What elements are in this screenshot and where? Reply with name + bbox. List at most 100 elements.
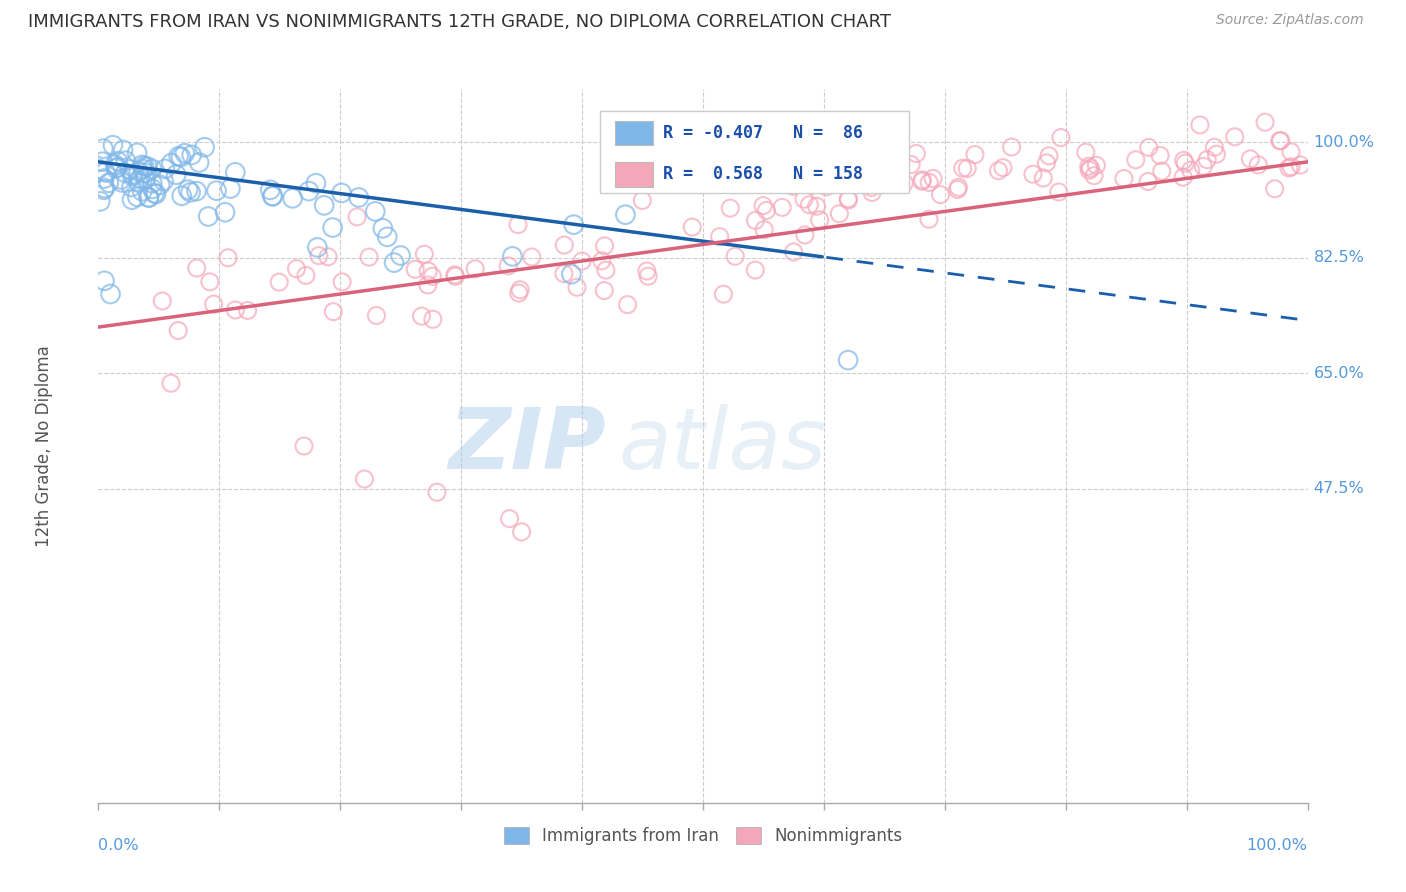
Point xyxy=(121,180,143,194)
Point xyxy=(593,284,616,298)
Point xyxy=(422,269,444,284)
Point xyxy=(1080,161,1102,176)
Point xyxy=(837,192,859,206)
Point xyxy=(316,250,339,264)
Point xyxy=(411,309,433,323)
Point xyxy=(382,255,405,269)
Point xyxy=(346,210,368,224)
Point xyxy=(305,176,328,190)
Point xyxy=(295,268,318,283)
Point xyxy=(298,184,321,198)
FancyBboxPatch shape xyxy=(600,111,908,193)
Point xyxy=(911,173,934,187)
Point xyxy=(952,161,974,176)
Point xyxy=(837,353,859,368)
Point xyxy=(1270,134,1292,148)
Point xyxy=(593,284,616,298)
Point xyxy=(787,174,810,188)
Point xyxy=(111,175,134,189)
Point xyxy=(138,190,160,204)
Point xyxy=(152,174,174,188)
Point xyxy=(152,174,174,188)
Point xyxy=(93,181,115,195)
Point xyxy=(782,179,804,194)
Point xyxy=(330,275,353,289)
Point xyxy=(1205,147,1227,161)
Point xyxy=(202,297,225,311)
Point xyxy=(1171,170,1194,185)
Point xyxy=(1197,153,1219,167)
Point xyxy=(131,158,153,172)
Point xyxy=(107,154,129,169)
Bar xyxy=(614,120,654,145)
Point xyxy=(97,176,120,190)
Point xyxy=(859,167,882,181)
Point xyxy=(307,240,329,254)
Point xyxy=(194,140,217,154)
Point xyxy=(91,154,114,169)
Point xyxy=(165,168,187,182)
Point xyxy=(1038,149,1060,163)
Point xyxy=(121,193,143,207)
Point xyxy=(281,191,304,205)
Point xyxy=(112,143,135,157)
Point xyxy=(948,180,970,194)
Point xyxy=(1264,182,1286,196)
Point xyxy=(509,283,531,297)
Point xyxy=(1279,160,1302,174)
Point xyxy=(793,150,815,164)
Point xyxy=(138,190,160,204)
Point xyxy=(322,220,344,235)
Point xyxy=(508,286,530,301)
Point xyxy=(963,147,986,161)
Point xyxy=(170,150,193,164)
Point xyxy=(852,146,875,161)
Point xyxy=(860,186,883,200)
Point xyxy=(893,176,915,190)
Point xyxy=(121,193,143,207)
Point xyxy=(1174,156,1197,170)
Point xyxy=(763,171,786,186)
Point xyxy=(553,238,575,252)
Point xyxy=(1078,163,1101,178)
Point xyxy=(595,263,617,277)
Point xyxy=(1137,175,1160,189)
Point xyxy=(911,173,934,187)
Point xyxy=(799,198,821,212)
Point xyxy=(1197,153,1219,167)
Point xyxy=(118,162,141,177)
Point xyxy=(314,198,336,212)
Point xyxy=(718,201,741,215)
Point xyxy=(1188,118,1211,132)
Point xyxy=(800,178,823,193)
Point xyxy=(93,183,115,197)
Point xyxy=(778,178,800,192)
Point xyxy=(170,188,193,202)
Point xyxy=(186,184,208,198)
Point xyxy=(186,260,208,275)
Point xyxy=(1264,182,1286,196)
Point xyxy=(754,222,776,236)
Point xyxy=(1239,152,1261,166)
Point xyxy=(744,213,766,227)
Point xyxy=(167,324,190,338)
Point xyxy=(110,172,132,186)
Point xyxy=(134,159,156,173)
Point xyxy=(307,240,329,254)
Point xyxy=(1074,145,1097,160)
Point xyxy=(322,220,344,235)
Point xyxy=(830,164,852,178)
Point xyxy=(793,150,815,164)
Point xyxy=(852,146,875,161)
Point xyxy=(744,213,766,227)
Point xyxy=(631,194,654,208)
Point xyxy=(418,264,440,278)
Point xyxy=(219,181,242,195)
Text: R = -0.407   N =  86: R = -0.407 N = 86 xyxy=(664,124,863,142)
Point xyxy=(752,199,775,213)
Point xyxy=(330,186,353,200)
Point xyxy=(160,376,183,391)
Point xyxy=(709,229,731,244)
Point xyxy=(723,178,745,192)
Text: 100.0%: 100.0% xyxy=(1247,838,1308,854)
